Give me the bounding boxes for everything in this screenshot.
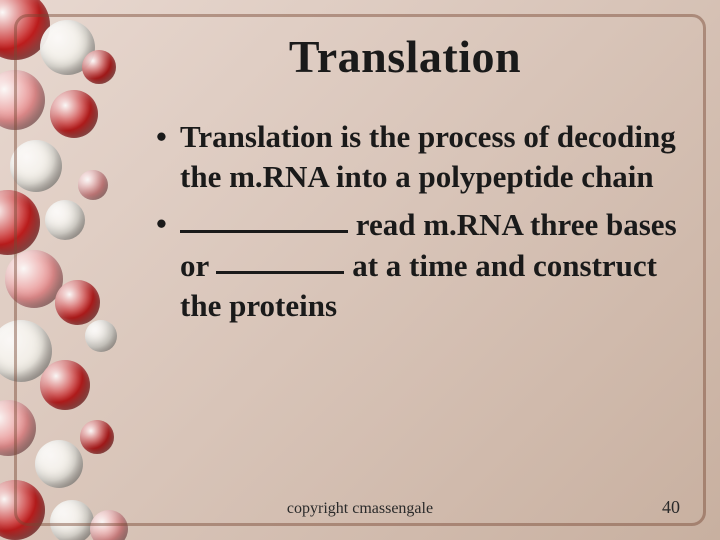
decorative-sphere bbox=[10, 140, 62, 192]
decorative-sphere bbox=[78, 170, 108, 200]
fill-blank bbox=[180, 202, 348, 233]
slide: Translation Translation is the process o… bbox=[0, 0, 720, 540]
decorative-sphere bbox=[0, 320, 52, 382]
decorative-sphere bbox=[40, 20, 95, 75]
bullet-text: Translation is the process of bbox=[180, 119, 557, 154]
bullet-item: Translation is the process of decoding t… bbox=[156, 117, 680, 196]
decorative-sphere bbox=[5, 250, 63, 308]
decorative-sphere bbox=[35, 440, 83, 488]
fill-blank bbox=[216, 243, 344, 274]
decorative-sphere bbox=[0, 70, 45, 130]
decorative-sphere bbox=[0, 0, 50, 60]
decorative-sphere bbox=[80, 420, 114, 454]
footer-page-number: 40 bbox=[662, 497, 680, 518]
decorative-sphere bbox=[85, 320, 117, 352]
decorative-sphere bbox=[82, 50, 116, 84]
decorative-sphere bbox=[0, 400, 36, 456]
bullet-list: Translation is the process of decoding t… bbox=[130, 117, 680, 325]
bullet-item: read m.RNA three bases or at a time and … bbox=[156, 204, 680, 325]
decorative-sphere bbox=[0, 190, 40, 255]
slide-content: Translation Translation is the process o… bbox=[130, 30, 680, 510]
decorative-sphere bbox=[55, 280, 100, 325]
decorative-sphere bbox=[50, 90, 98, 138]
decorative-sphere bbox=[45, 200, 85, 240]
slide-title: Translation bbox=[130, 30, 680, 83]
footer-copyright: copyright cmassengale bbox=[0, 500, 720, 518]
decorative-sphere bbox=[40, 360, 90, 410]
